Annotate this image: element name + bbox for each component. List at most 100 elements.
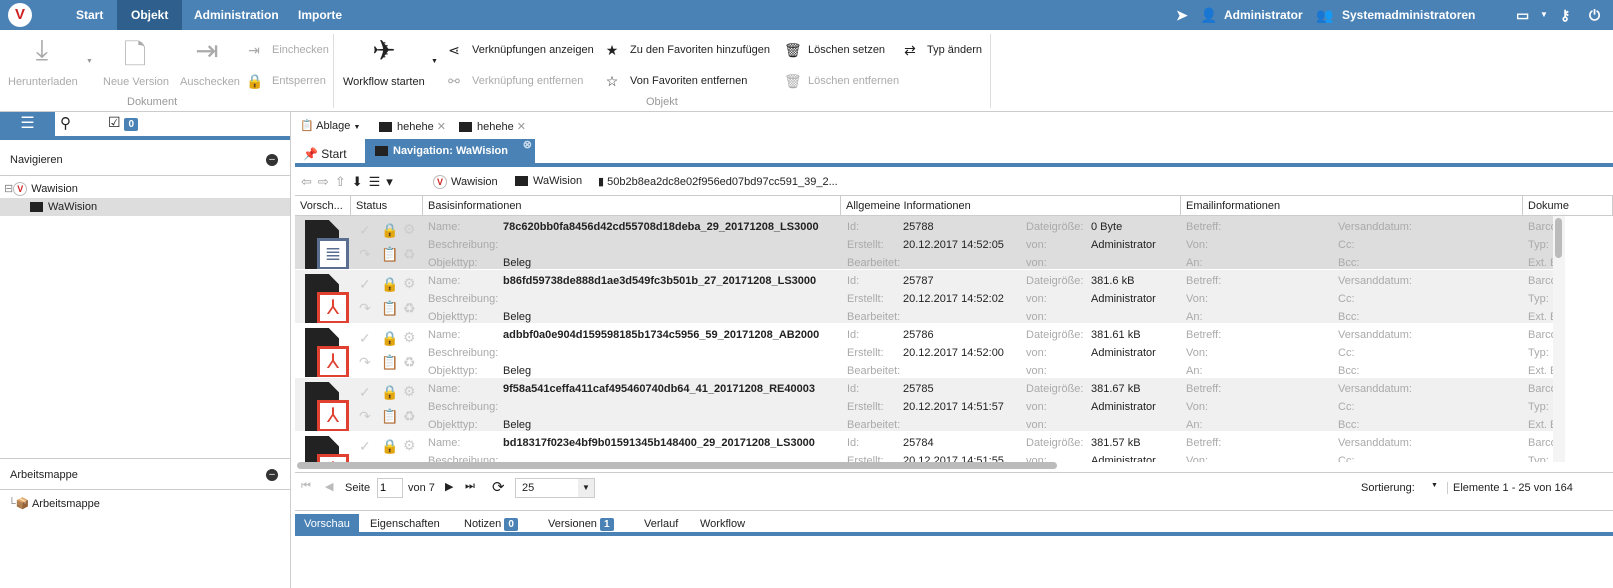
close-tab-icon[interactable]: ⊗ <box>522 139 532 151</box>
checkout-button[interactable]: Auschecken <box>180 76 240 88</box>
bottom-tab-verlauf[interactable]: Verlauf <box>635 514 687 534</box>
breadcrumb-item[interactable]: V Wawision <box>433 175 498 189</box>
user-name[interactable]: Administrator <box>1224 8 1303 22</box>
download-dropdown-icon[interactable]: ▼ <box>86 58 93 65</box>
nav-start[interactable]: Start <box>76 8 104 22</box>
sort-dropdown-icon[interactable]: ▼ <box>1431 482 1438 489</box>
forward-icon[interactable]: ⇨ <box>317 174 335 189</box>
down-icon[interactable]: ⬇ <box>351 174 369 189</box>
trash-icon: 🗑 <box>784 42 802 58</box>
col-status[interactable]: Status <box>351 196 423 216</box>
tab-navigation[interactable]: Navigation: WaWision ⊗ <box>365 139 535 163</box>
table-row[interactable]: ⅄ ✓ 🔒 ⚙ ↷ 📋 ♻ Name: Beschreibung: Objekttyp: a… <box>295 324 1553 378</box>
scroll-thumb[interactable] <box>1555 218 1562 258</box>
close-icon[interactable]: ✕ <box>436 121 446 133</box>
from-label: Von: <box>1186 401 1209 413</box>
star-outline-icon: ☆ <box>605 73 619 89</box>
group-label-objekt: Objekt <box>646 96 678 108</box>
view-menu-icon[interactable]: ☰▾ <box>368 174 399 189</box>
vertical-scrollbar[interactable] <box>1553 216 1565 462</box>
collapse-icon[interactable]: – <box>266 469 278 481</box>
clipboard-item[interactable]: hehehe ✕ <box>459 120 526 133</box>
workflow-icon[interactable]: ✈ <box>372 35 396 66</box>
table-row[interactable]: ≣ ✓ 🔒 ⚙ ↷ 📋 ♻ Name: Beschreibung: Objekttyp: 7… <box>295 216 1553 270</box>
col-basis[interactable]: Basisinformationen <box>423 196 841 216</box>
next-page-icon[interactable]: ▶ <box>445 481 454 493</box>
breadcrumb-item[interactable]: WaWision <box>515 175 582 187</box>
prev-page-icon[interactable]: ◀ <box>325 481 334 493</box>
from-label: Von: <box>1186 293 1209 305</box>
bottom-tab-versionen[interactable]: Versionen 1 <box>539 514 623 534</box>
set-delete-button[interactable]: Löschen setzen <box>808 44 886 56</box>
download-button[interactable]: Herunterladen <box>8 76 78 88</box>
collapse-icon[interactable]: – <box>266 154 278 166</box>
clipboard-icon: 📋 <box>381 408 399 424</box>
refresh-icon[interactable]: ⟳ <box>492 479 505 496</box>
checkout-icon[interactable]: ⇥ <box>195 35 219 66</box>
bottom-tab-notizen[interactable]: Notizen 0 <box>455 514 527 534</box>
horizontal-scrollbar[interactable] <box>297 462 1057 469</box>
sent-date-label: Versanddatum: <box>1338 221 1412 233</box>
tree-item-workbook[interactable]: └📦 Arbeitsmappe <box>8 498 100 510</box>
remove-link-button[interactable]: Verknüpfung entfernen <box>472 75 584 87</box>
group-name[interactable]: Systemadministratoren <box>1342 8 1476 22</box>
tree-item-wawision[interactable]: WaWision <box>0 198 290 216</box>
tab-label: Vorschau <box>304 518 350 530</box>
bottom-tab-workflow[interactable]: Workflow <box>691 514 754 534</box>
nav-objekt[interactable]: Objekt <box>117 0 183 30</box>
remove-delete-button[interactable]: Löschen entfernen <box>808 75 900 87</box>
page-input[interactable] <box>377 478 403 498</box>
send-icon[interactable]: ➤ <box>1176 7 1188 23</box>
bottom-tab-vorschau[interactable]: Vorschau <box>295 514 359 534</box>
col-general[interactable]: Allgemeine Informationen <box>841 196 1181 216</box>
unlock-button[interactable]: Entsperren <box>272 75 326 87</box>
tab-tree[interactable]: ☰ <box>0 112 55 136</box>
tree-root[interactable]: ⊟ V Wawision <box>4 182 78 197</box>
bottom-tab-eigenschaften[interactable]: Eigenschaften <box>361 514 449 534</box>
sort-label[interactable]: Sortierung: <box>1361 482 1415 494</box>
new-version-button[interactable]: Neue Version <box>103 76 170 88</box>
lock-icon: 🔒 <box>381 330 399 346</box>
first-page-icon[interactable]: ⏮ <box>301 480 311 492</box>
new-version-icon[interactable]: 🗋 <box>123 39 147 70</box>
download-icon[interactable]: ⤓ <box>35 34 49 65</box>
show-links-button[interactable]: Verknüpfungen anzeigen <box>472 44 594 56</box>
recycle-icon: ♻ <box>403 408 416 424</box>
power-icon[interactable]: ⏻ <box>1589 7 1601 23</box>
back-icon[interactable]: ⇦ <box>301 174 318 189</box>
col-document[interactable]: Dokume <box>1523 196 1613 216</box>
workflow-button[interactable]: Workflow starten <box>343 76 425 88</box>
tab-checked[interactable]: ☑ 0 <box>108 114 139 138</box>
chevron-down-icon[interactable]: ▼ <box>578 479 594 497</box>
table-row[interactable]: ⅄ ✓🔒⚙ ↷📋♻ Name:Beschreibung:Objekttyp: b… <box>295 432 1553 462</box>
nav-administration[interactable]: Administration <box>194 8 279 22</box>
add-favorite-button[interactable]: Zu den Favoriten hinzufügen <box>630 44 771 56</box>
clipboard-button[interactable]: 📋 Ablage ▼ <box>300 120 361 132</box>
table-row[interactable]: ⅄ ✓🔒⚙ ↷📋♻ Name:Beschreibung:Objekttyp: b… <box>295 270 1553 324</box>
chat-dropdown-icon[interactable]: ▼ <box>1540 10 1548 19</box>
gear-icon: ⚙ <box>403 383 416 399</box>
nav-importe[interactable]: Importe <box>298 8 343 22</box>
tab-search[interactable]: ⚲ <box>60 112 71 136</box>
cc-label: Cc: <box>1338 347 1355 359</box>
workflow-dropdown-icon[interactable]: ▼ <box>431 58 438 65</box>
chat-icon[interactable]: ▭ <box>1516 7 1530 23</box>
checkin-button[interactable]: Einchecken <box>272 44 329 56</box>
table-row[interactable]: ⅄ ✓ 🔒 ⚙ ↷ 📋 ♻ Name: Beschreibung: Objekttyp: 9… <box>295 378 1553 432</box>
change-type-button[interactable]: Typ ändern <box>927 44 983 56</box>
from-label: Von: <box>1186 239 1209 251</box>
close-icon[interactable]: ✕ <box>516 121 526 133</box>
tab-start[interactable]: 📌 Start <box>303 144 347 164</box>
edited-by-label: von: <box>1026 365 1047 377</box>
page-size-select[interactable]: 25 ▼ <box>515 478 595 498</box>
breadcrumb-item[interactable]: ▮ 50b2b8ea2dc8e02f956ed07bd97cc591_39_2.… <box>598 175 838 188</box>
created-by: Administrator <box>1091 401 1156 413</box>
col-preview[interactable]: Vorsch... <box>295 196 351 216</box>
last-page-icon[interactable]: ⏭ <box>465 480 475 492</box>
clipboard-item[interactable]: hehehe ✕ <box>379 120 446 133</box>
col-email[interactable]: Emailinformationen <box>1181 196 1523 216</box>
key-icon[interactable]: ⚷ <box>1560 7 1571 23</box>
remove-favorite-button[interactable]: Von Favoriten entfernen <box>630 75 748 87</box>
up-icon[interactable]: ⇧ <box>334 174 352 189</box>
grid-body: ≣ ✓ 🔒 ⚙ ↷ 📋 ♻ Name: Beschreibung: Objekttyp: 7… <box>295 216 1553 462</box>
